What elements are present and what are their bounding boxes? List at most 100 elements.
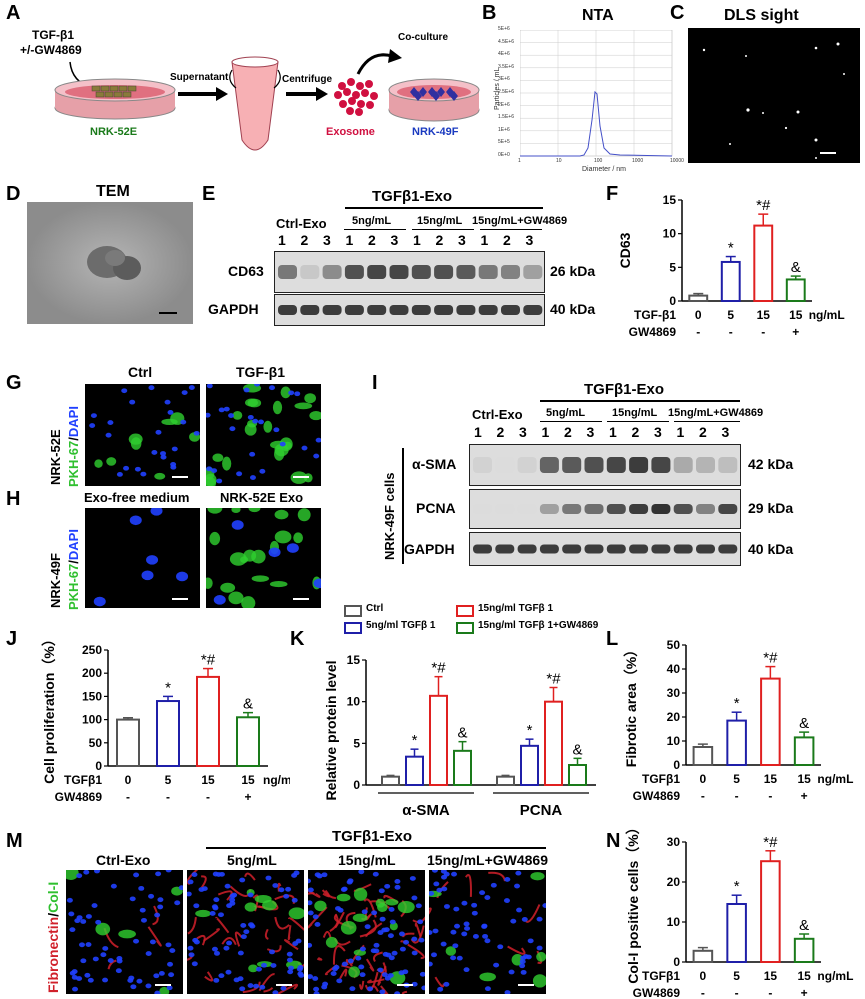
nucleus xyxy=(314,922,321,927)
x-row1-title: TGFβ1 xyxy=(642,772,680,786)
nucleus xyxy=(394,991,401,997)
nucleus xyxy=(123,465,130,471)
x-unit-label: ng/mL xyxy=(263,773,290,787)
e-gapdh-label: GAPDH xyxy=(208,301,259,317)
nucleus xyxy=(389,919,396,925)
y-tick-label: 10 xyxy=(663,227,677,241)
bar xyxy=(116,718,140,767)
nucleus xyxy=(312,914,319,920)
nta-ytick: 2E+6 xyxy=(498,101,510,108)
green-signal xyxy=(536,951,547,962)
cell-label-nrk49f: NRK-49F xyxy=(412,126,459,138)
schematic-drawing xyxy=(54,49,480,151)
y-axis-label: Fibrotic area（%） xyxy=(623,643,639,767)
nucleus xyxy=(288,390,295,396)
nucleus xyxy=(394,884,401,890)
green-signal xyxy=(336,893,351,902)
nucleus xyxy=(128,975,135,981)
e-blot-gapdh xyxy=(274,294,545,326)
nucleus xyxy=(206,466,213,472)
nucleus xyxy=(411,950,418,956)
nucleus xyxy=(193,430,200,436)
fibronectin-fiber xyxy=(525,904,541,923)
fibronectin-fiber xyxy=(418,907,432,928)
y-tick-label: 15 xyxy=(663,193,677,207)
fibronectin-fiber xyxy=(196,934,206,946)
lane-number: 2 xyxy=(631,424,640,440)
nucleus xyxy=(218,407,225,413)
scale-bar xyxy=(293,476,309,478)
legend-ctrl: Ctrl xyxy=(366,603,384,614)
nta-xlabel: Diameter / nm xyxy=(582,166,626,173)
green-signal xyxy=(288,907,306,920)
nucleus xyxy=(286,957,293,963)
nucleus xyxy=(313,453,320,459)
x-category-label: 5 xyxy=(165,773,172,787)
nucleus xyxy=(74,918,81,924)
blot-band xyxy=(456,305,476,315)
nucleus xyxy=(484,895,491,900)
nucleus xyxy=(116,955,123,961)
nta-ytick: 2.5E+6 xyxy=(498,89,514,95)
nucleus xyxy=(443,981,450,987)
significance-label: & xyxy=(791,259,801,276)
y-tick-label: 0 xyxy=(353,778,360,792)
fibronectin-fiber xyxy=(200,875,207,889)
blot-band xyxy=(278,305,297,315)
nucleus xyxy=(255,966,262,972)
x-category-label: PCNA xyxy=(520,802,563,819)
green-signal xyxy=(309,411,323,421)
blot-band xyxy=(606,457,626,473)
panel-label-c: C xyxy=(670,2,685,24)
green-signal xyxy=(94,459,103,468)
nucleus xyxy=(240,934,247,940)
lane-number: 2 xyxy=(435,232,444,248)
nucleus xyxy=(283,893,290,899)
m-gw-image xyxy=(418,867,549,995)
fibronectin-fiber xyxy=(359,919,377,938)
lane-number: 1 xyxy=(676,424,685,440)
blot-band xyxy=(523,265,543,279)
nucleus xyxy=(191,872,198,877)
x-category-label: 15 xyxy=(764,969,778,983)
x-row2-label: + xyxy=(801,789,808,803)
lane-number: 2 xyxy=(699,424,707,440)
panel-label-l: L xyxy=(606,628,619,650)
nucleus xyxy=(273,427,280,433)
significance-label: *# xyxy=(201,652,216,669)
nucleus xyxy=(315,437,322,443)
bar xyxy=(236,716,260,767)
nucleus xyxy=(90,413,97,419)
x-row1-title: TGFβ1 xyxy=(64,773,102,787)
nucleus xyxy=(504,990,511,995)
nucleus xyxy=(306,900,313,906)
blot-band xyxy=(651,504,671,514)
scale-bar xyxy=(172,476,188,478)
nucleus xyxy=(168,972,175,978)
nucleus xyxy=(102,946,109,951)
nucleus xyxy=(216,478,223,484)
nucleus xyxy=(321,984,328,990)
tem-image xyxy=(27,202,193,324)
nucleus xyxy=(155,429,162,435)
x-row2-label: - xyxy=(126,790,130,804)
nucleus xyxy=(146,555,159,565)
nucleus xyxy=(145,983,152,989)
nucleus xyxy=(504,877,511,882)
nucleus xyxy=(306,974,313,979)
nucleus xyxy=(382,951,389,957)
chart-j-proliferation: 0 50 100 150 200 250 Cell proliferation（%） 0 - * 5… xyxy=(41,632,290,804)
nucleus xyxy=(430,952,437,958)
bar xyxy=(692,949,714,964)
nucleus xyxy=(278,887,285,893)
nucleus xyxy=(206,383,213,389)
x-row2-title: GW4869 xyxy=(55,790,103,804)
lane-number: 1 xyxy=(609,424,617,440)
nucleus xyxy=(373,942,380,948)
bar xyxy=(793,736,815,767)
dls-image xyxy=(688,28,860,163)
nucleus xyxy=(141,570,154,581)
green-signal xyxy=(195,909,211,918)
fibronectin-fiber xyxy=(287,925,292,941)
nucleus xyxy=(418,937,425,943)
